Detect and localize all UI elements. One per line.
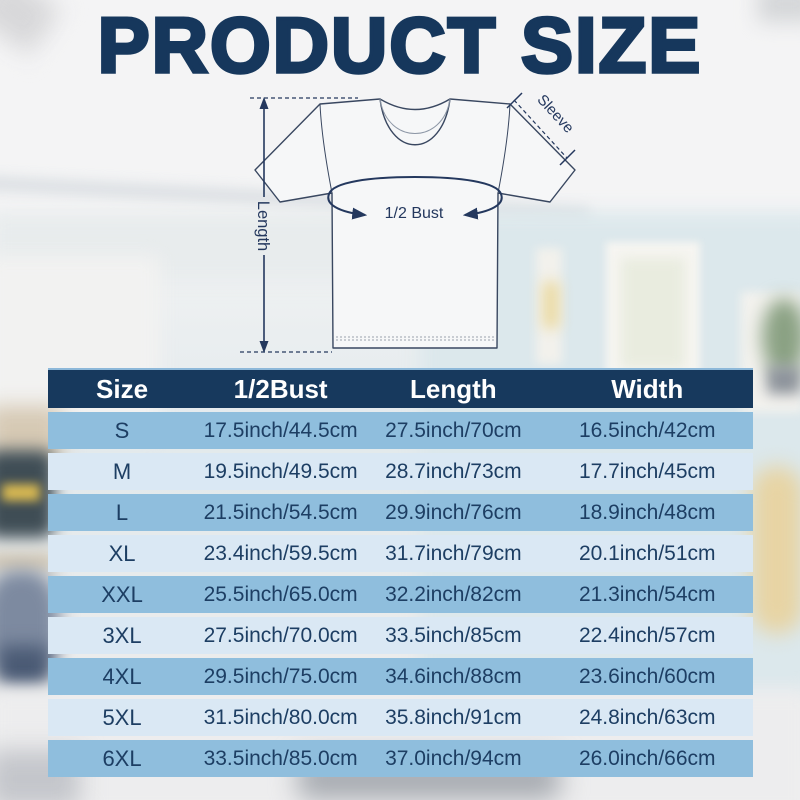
bust-cell: 19.5inch/49.5cm — [203, 459, 358, 483]
sleeve-label: Sleeve — [534, 91, 578, 136]
sleeve-tick-top — [506, 92, 523, 109]
bust-cell: 21.5inch/54.5cm — [203, 500, 358, 524]
bust-cell: 27.5inch/70.0cm — [203, 623, 358, 647]
size-cell: 6XL — [102, 745, 142, 771]
bust-cell: 29.5inch/75.0cm — [203, 664, 358, 688]
size-cell: 5XL — [102, 704, 142, 730]
table-body: S 17.5inch/44.5cm 27.5inch/70cm 16.5inch… — [48, 412, 753, 777]
picture-frame-left-art — [543, 282, 559, 328]
width-cell: 22.4inch/57cm — [578, 623, 716, 647]
length-cell: 29.9inch/76cm — [385, 500, 522, 524]
table-row: 5XL 31.5inch/80.0cm 35.8inch/91cm 24.8in… — [48, 699, 753, 736]
size-cell: 3XL — [102, 622, 142, 648]
tshirt-outline — [254, 98, 576, 349]
table-header-row: Size 1/2Bust Length Width — [48, 368, 753, 408]
width-cell: 17.7inch/45cm — [578, 459, 716, 483]
length-cell: 32.2inch/82cm — [385, 582, 522, 606]
bust-cell: 23.4inch/59.5cm — [203, 541, 358, 565]
table-row: L 21.5inch/54.5cm 29.9inch/76cm 18.9inch… — [48, 494, 753, 531]
page-title: PRODUCT SIZE — [96, 0, 703, 91]
bust-cell: 17.5inch/44.5cm — [203, 418, 358, 442]
length-arrowhead-down — [259, 341, 269, 353]
bust-cell: 25.5inch/65.0cm — [203, 582, 358, 606]
sleeve-dashed-line — [513, 99, 568, 159]
bust-label: 1/2 Bust — [385, 205, 444, 222]
width-cell: 18.9inch/48cm — [578, 500, 716, 524]
header-size: Size — [96, 373, 149, 404]
length-label: Length — [254, 201, 272, 251]
table-row: S 17.5inch/44.5cm 27.5inch/70cm 16.5inch… — [48, 412, 753, 449]
sleeve-tick-bottom — [559, 149, 576, 166]
table-row: 4XL 29.5inch/75.0cm 34.6inch/88cm 23.6in… — [48, 658, 753, 695]
length-arrowhead-up — [259, 97, 269, 109]
length-cell: 35.8inch/91cm — [385, 705, 522, 729]
size-cell: XL — [108, 540, 136, 566]
bust-measure-loop — [327, 175, 503, 220]
bust-cell: 31.5inch/80.0cm — [203, 705, 358, 729]
length-cell: 28.7inch/73cm — [385, 459, 522, 483]
size-cell: 4XL — [102, 663, 142, 689]
plant-pot-blur — [767, 366, 800, 394]
tshirt-left-sleeve-seam — [319, 103, 333, 194]
tshirt-right-sleeve-seam — [497, 103, 511, 194]
plant-blur — [762, 298, 800, 376]
table-row: 6XL 33.5inch/85.0cm 37.0inch/94cm 26.0in… — [48, 740, 753, 777]
length-cell: 34.6inch/88cm — [385, 664, 522, 688]
shelf-edge-blur — [0, 553, 56, 571]
chair-base-blur — [0, 646, 50, 686]
lamp-blur — [751, 466, 800, 634]
width-cell: 26.0inch/66cm — [578, 746, 716, 770]
size-table: Size 1/2Bust Length Width S 17.5inch/44.… — [48, 368, 753, 777]
tshirt-measurement-diagram: Length Sleeve 1/2 Bust — [240, 91, 578, 353]
device-label-blur — [2, 484, 40, 501]
width-cell: 21.3inch/54cm — [578, 582, 716, 606]
length-cell: 33.5inch/85cm — [385, 623, 522, 647]
corner-shadow-top-right — [758, 0, 800, 22]
length-cell: 31.7inch/79cm — [385, 541, 522, 565]
table-row: M 19.5inch/49.5cm 28.7inch/73cm 17.7inch… — [48, 453, 753, 490]
tshirt-collar-band — [379, 98, 451, 134]
table-row: XXL 25.5inch/65.0cm 32.2inch/82cm 21.3in… — [48, 576, 753, 613]
size-cell: M — [112, 458, 132, 484]
length-cell: 27.5inch/70cm — [385, 418, 522, 442]
size-cell: S — [114, 417, 130, 443]
picture-frame-center-art — [621, 258, 685, 368]
width-cell: 23.6inch/60cm — [578, 664, 716, 688]
table-row: 3XL 27.5inch/70.0cm 33.5inch/85cm 22.4in… — [48, 617, 753, 654]
size-cell: L — [115, 499, 129, 525]
width-cell: 20.1inch/51cm — [578, 541, 716, 565]
bust-cell: 33.5inch/85.0cm — [203, 746, 358, 770]
width-cell: 24.8inch/63cm — [578, 705, 716, 729]
width-cell: 16.5inch/42cm — [578, 418, 716, 442]
header-half-bust: 1/2Bust — [233, 373, 328, 404]
header-length: Length — [410, 373, 497, 404]
header-width: Width — [611, 373, 684, 404]
tshirt-front-neckline — [379, 98, 451, 146]
size-cell: XXL — [101, 581, 143, 607]
table-row: XL 23.4inch/59.5cm 31.7inch/79cm 20.1inc… — [48, 535, 753, 572]
length-cell: 37.0inch/94cm — [385, 746, 522, 770]
